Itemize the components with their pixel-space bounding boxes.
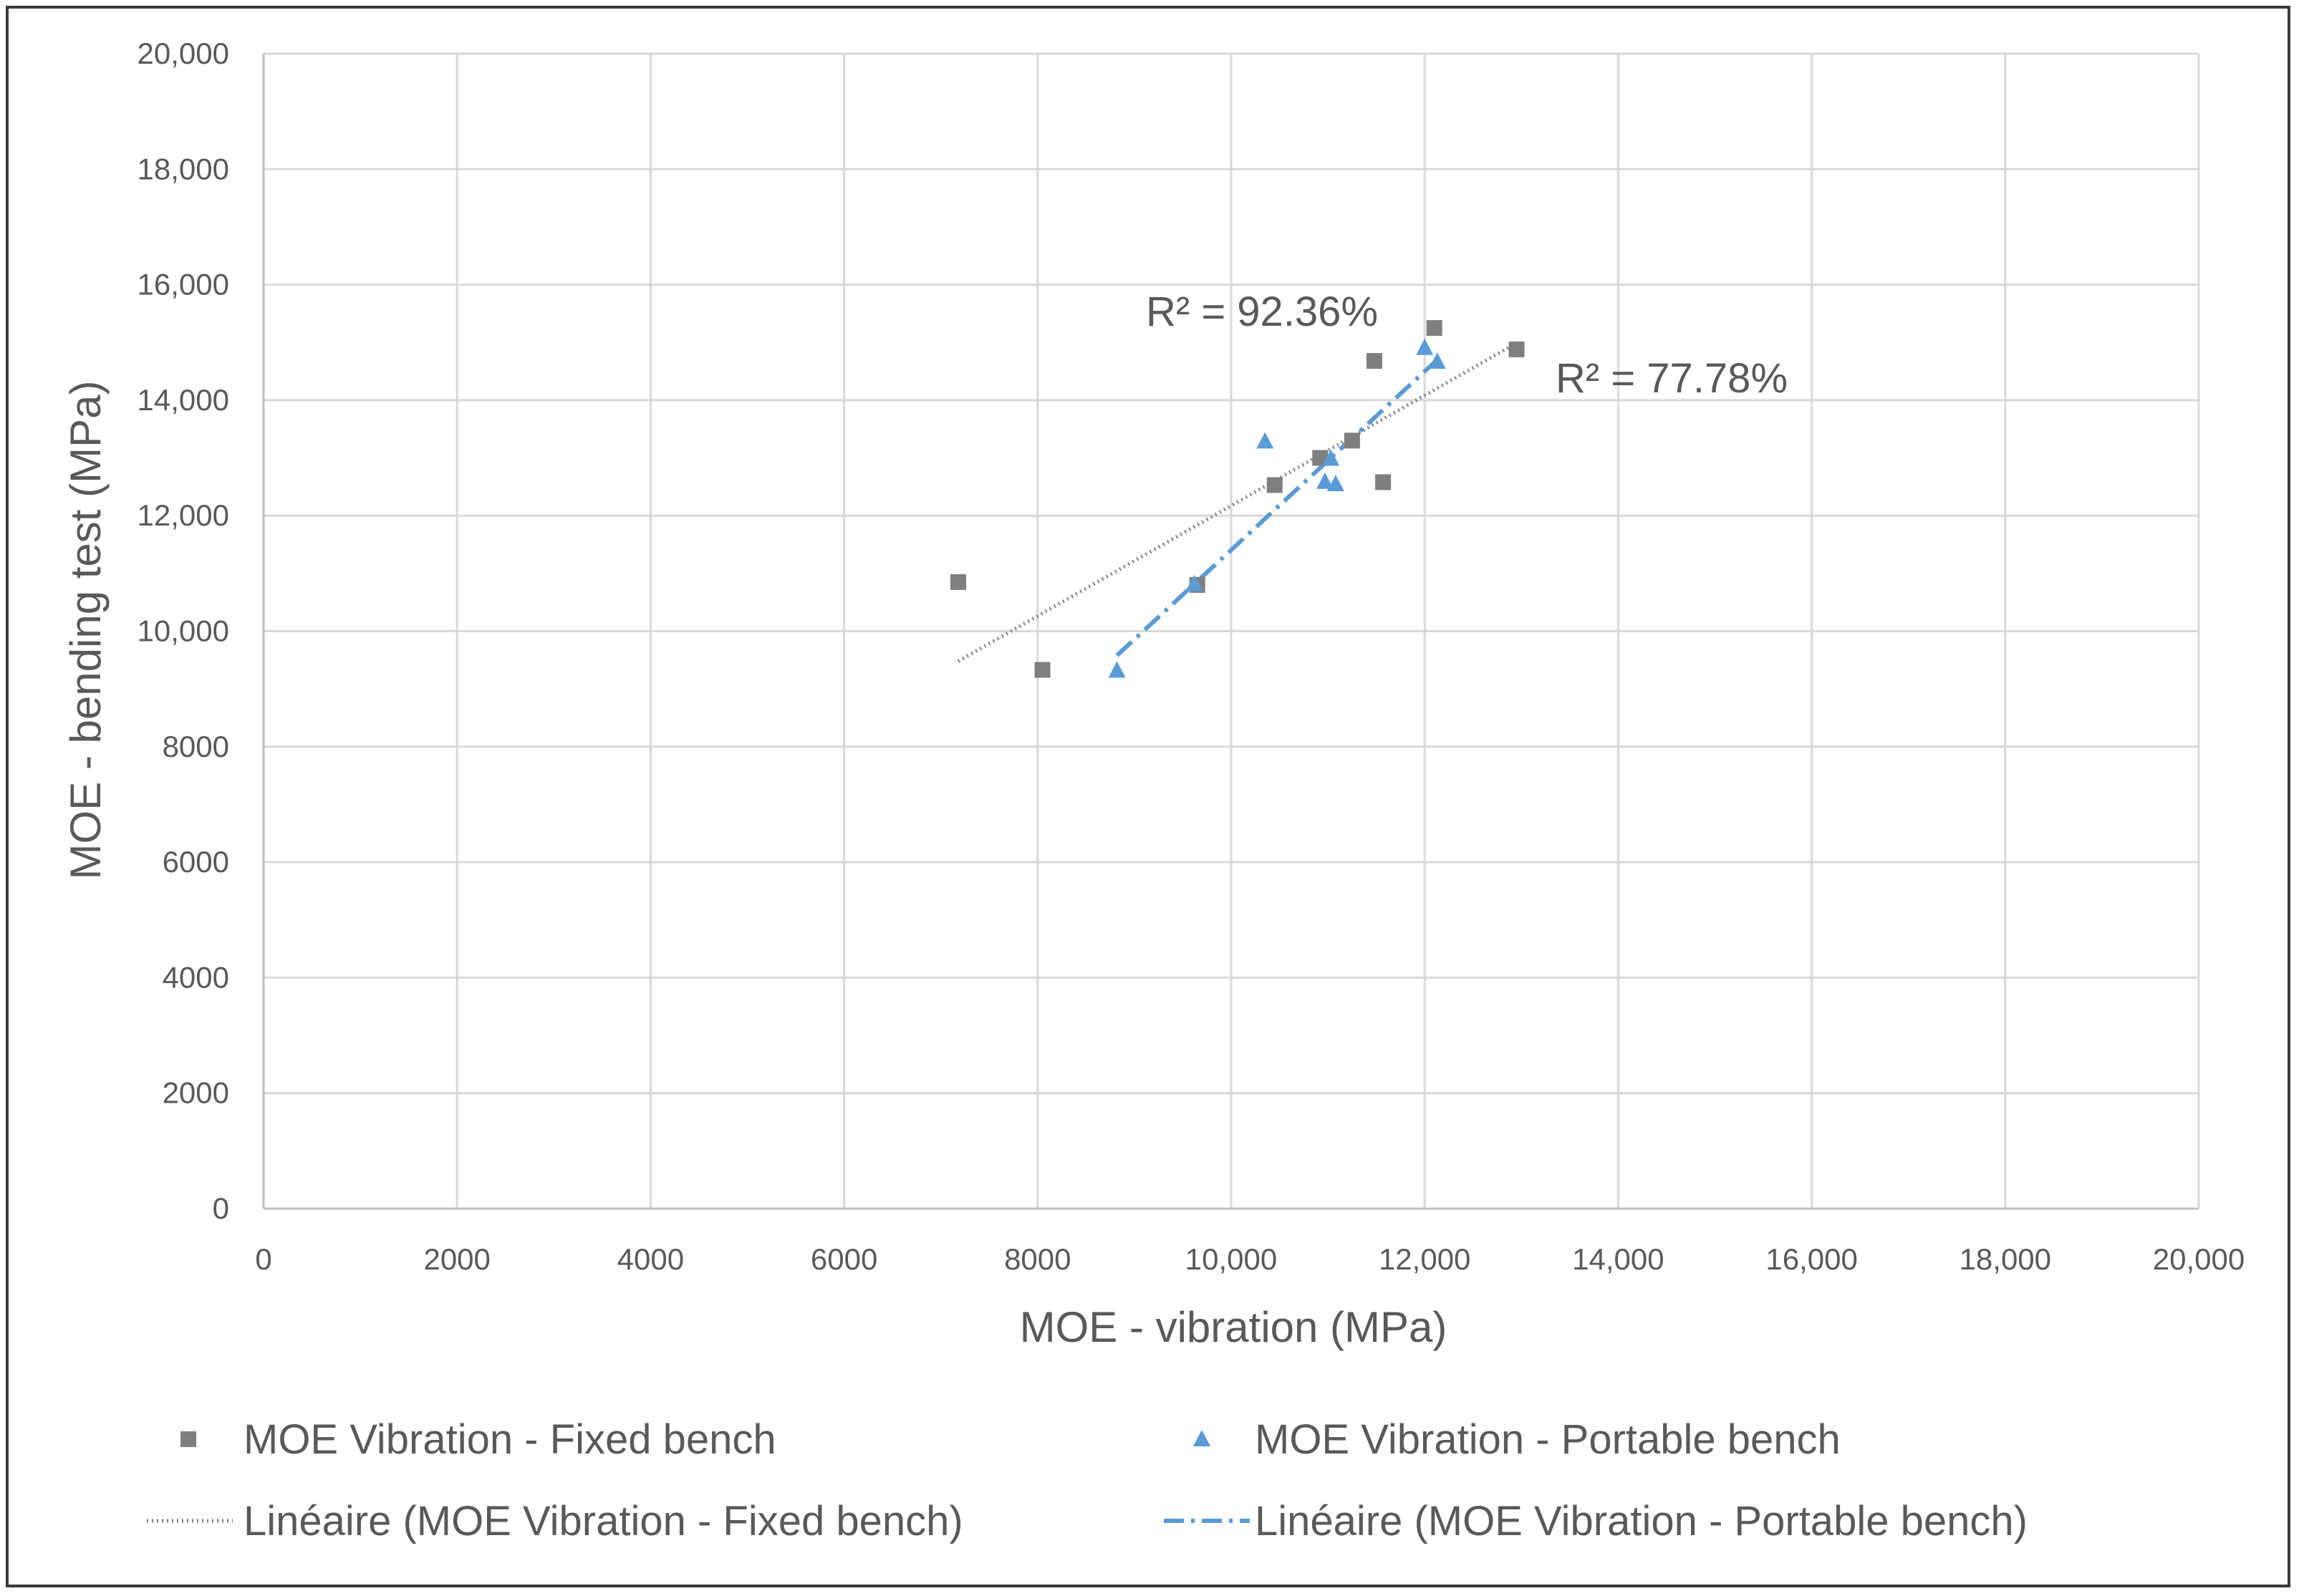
point-portable-bench [1316,472,1334,489]
y-tick-label: 20,000 [138,37,229,70]
point-portable-bench [1256,432,1274,449]
y-axis-title: MOE - bending test (MPa) [62,381,110,880]
r2-label-portable: R² = 92.36% [1146,289,1378,335]
point-portable-bench [1185,574,1203,591]
legend-label-fixed-trend: Linéaire (MOE Vibration - Fixed bench) [244,1498,963,1544]
x-tick-label: 8000 [1004,1242,1071,1276]
x-tick-label: 18,000 [1960,1242,2051,1276]
y-tick-label: 0 [213,1191,229,1225]
y-tick-label: 4000 [163,960,229,994]
point-fixed-bench [950,574,967,590]
data-points [950,320,1525,678]
chart-frame [6,6,2290,1587]
tick-labels: 0 2000 4000 6000 8000 10,000 12,000 14,000 16,00… [138,37,2245,1276]
x-tick-label: 0 [255,1242,271,1276]
point-fixed-bench [1426,320,1442,337]
legend-label-portable-trend: Linéaire (MOE Vibration - Portable bench… [1255,1498,2028,1544]
point-portable-bench [1322,449,1340,466]
point-fixed-bench [1344,432,1360,449]
y-tick-label: 12,000 [138,498,229,532]
y-tick-label: 16,000 [138,268,229,301]
x-tick-label: 20,000 [2153,1242,2245,1276]
axes [262,54,2199,1210]
point-fixed-bench [1266,477,1283,493]
y-tick-label: 14,000 [138,383,229,417]
x-tick-label: 10,000 [1185,1242,1277,1276]
point-portable-bench [1326,475,1344,492]
point-portable-bench [1108,661,1126,678]
trendline-portable-bench [1115,358,1439,657]
x-tick-label: 16,000 [1765,1242,1857,1276]
r2-label-fixed: R² = 77.78% [1556,355,1788,402]
y-tick-label: 2000 [163,1076,229,1110]
legend-label-fixed-bench: MOE Vibration - Fixed bench [244,1416,776,1463]
x-axis-title: MOE - vibration (MPa) [1020,1303,1447,1351]
point-portable-bench [1416,338,1434,355]
y-tick-label: 18,000 [138,152,229,185]
point-fixed-bench [1375,474,1392,490]
x-tick-label: 4000 [617,1242,684,1276]
x-tick-label: 12,000 [1379,1242,1470,1276]
point-portable-bench [1428,352,1446,369]
trendline-fixed-bench [957,341,1518,663]
x-tick-label: 6000 [811,1242,877,1276]
legend-marker-portable-bench [1193,1430,1210,1446]
trendlines [957,341,1518,663]
y-tick-label: 6000 [163,845,229,879]
gridlines [262,52,2200,1210]
legend-marker-fixed-bench [180,1431,196,1447]
point-fixed-bench [1508,341,1525,357]
point-fixed-bench [1034,662,1051,678]
y-tick-label: 8000 [163,730,229,763]
point-fixed-bench [1312,450,1329,466]
point-fixed-bench [1366,353,1382,369]
y-tick-label: 10,000 [138,614,229,648]
x-tick-label: 2000 [423,1242,490,1276]
legend-label-portable-bench: MOE Vibration - Portable bench [1255,1416,1841,1463]
x-tick-label: 14,000 [1572,1242,1664,1276]
legend: MOE Vibration - Fixed bench MOE Vibratio… [147,1416,2028,1544]
